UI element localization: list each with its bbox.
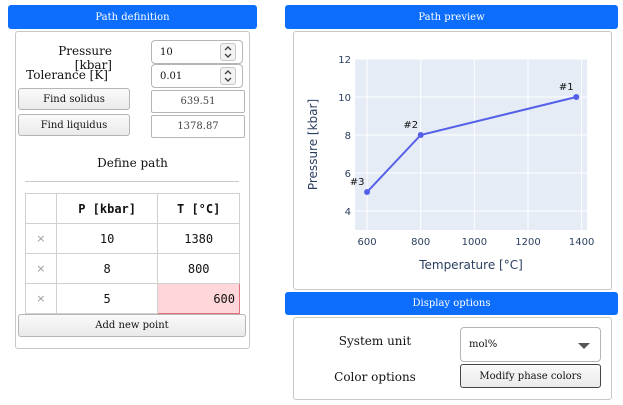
pressure-label: Pressure [kbar] — [58, 44, 112, 72]
data-point-label: #2 — [403, 120, 418, 131]
pressure-value: 10 — [160, 46, 173, 58]
x-tick-labels: 600 800 1000 1200 1400 — [358, 237, 595, 248]
delete-row-icon[interactable]: × — [25, 223, 57, 254]
liquidus-value: 1378.87 — [177, 121, 219, 132]
data-point-label: #1 — [559, 82, 574, 93]
y-tick-label: 8 — [345, 131, 351, 142]
system-unit-select[interactable]: mol% — [460, 327, 601, 362]
cell-t[interactable]: 800 — [157, 253, 240, 284]
path-preview-title: Path preview — [418, 11, 485, 23]
add-new-point-label: Add new point — [95, 320, 169, 331]
tolerance-value: 0.01 — [160, 70, 183, 82]
cell-t[interactable]: 1380 — [157, 223, 240, 254]
series-points: #1 #2 #3 — [350, 82, 580, 195]
pressure-input[interactable]: 10 — [151, 40, 243, 64]
stepper-arrows-icon — [224, 70, 232, 82]
pressure-stepper[interactable] — [220, 43, 236, 61]
table-header-row: P [kbar] T [°C] — [25, 193, 240, 224]
data-point — [573, 94, 580, 100]
y-tick-label: 4 — [345, 207, 351, 218]
x-tick-label: 1400 — [569, 237, 594, 248]
divider — [25, 181, 239, 182]
delete-row-icon[interactable]: × — [25, 283, 57, 314]
chevron-down-icon — [578, 343, 590, 349]
x-axis-label: Temperature [°C] — [418, 258, 523, 272]
solidus-result: 639.51 — [151, 90, 245, 113]
color-options-label: Color options — [334, 370, 416, 384]
x-tick-label: 1200 — [515, 237, 540, 248]
modify-phase-colors-label: Modify phase colors — [479, 370, 582, 382]
system-unit-value: mol% — [469, 339, 498, 350]
path-table: P [kbar] T [°C] × 10 1380 × 8 800 × 5 60… — [25, 193, 240, 314]
system-unit-label: System unit — [338, 334, 412, 348]
find-liquidus-label: Find liquidus — [40, 119, 108, 131]
path-preview-header: Path preview — [285, 5, 618, 29]
grid-y — [355, 58, 587, 212]
y-tick-label: 6 — [345, 169, 351, 180]
x-tick-label: 1000 — [462, 237, 487, 248]
path-definition-header: Path definition — [8, 5, 257, 29]
add-new-point-button[interactable]: Add new point — [18, 314, 246, 337]
display-options-title: Display options — [412, 298, 491, 309]
data-point-label: #3 — [350, 177, 365, 188]
data-point — [417, 132, 424, 138]
table-row: × 10 1380 — [25, 223, 240, 254]
table-header-p: P [kbar] — [55, 193, 159, 224]
delete-row-icon[interactable]: × — [25, 253, 57, 284]
y-axis-label: Pressure [kbar] — [306, 99, 320, 190]
cell-p[interactable]: 8 — [55, 253, 159, 284]
define-path-title: Define path — [97, 156, 168, 170]
path-chart: 4 6 8 10 12 600 800 1000 1200 1400 #1 #2 #3 Temper… — [306, 55, 595, 272]
plot-area — [355, 59, 587, 230]
modify-phase-colors-button[interactable]: Modify phase colors — [460, 364, 601, 388]
data-point — [364, 189, 371, 195]
cell-t-invalid[interactable]: 600 — [157, 283, 240, 314]
cell-p[interactable]: 10 — [55, 223, 159, 254]
table-row: × 5 600 — [25, 283, 240, 314]
x-tick-label: 800 — [411, 237, 430, 248]
y-tick-label: 12 — [338, 55, 351, 66]
table-row: × 8 800 — [25, 253, 240, 284]
find-liquidus-button[interactable]: Find liquidus — [18, 114, 130, 136]
y-tick-label: 10 — [338, 93, 351, 104]
table-header-t: T [°C] — [157, 193, 240, 224]
cell-p[interactable]: 5 — [55, 283, 159, 314]
path-definition-title: Path definition — [95, 11, 170, 23]
liquidus-result: 1378.87 — [151, 115, 245, 138]
y-tick-labels: 4 6 8 10 12 — [338, 55, 351, 218]
x-tick-label: 600 — [358, 237, 377, 248]
find-solidus-button[interactable]: Find solidus — [18, 88, 130, 110]
display-options-header: Display options — [285, 292, 618, 315]
tolerance-stepper[interactable] — [220, 67, 236, 85]
tolerance-input[interactable]: 0.01 — [151, 64, 243, 88]
table-header-delete — [25, 193, 57, 224]
solidus-value: 639.51 — [180, 96, 216, 107]
find-solidus-label: Find solidus — [43, 93, 105, 105]
tolerance-label: Tolerance [K] — [26, 68, 108, 82]
stepper-arrows-icon — [224, 46, 232, 58]
grid-x — [366, 59, 583, 230]
